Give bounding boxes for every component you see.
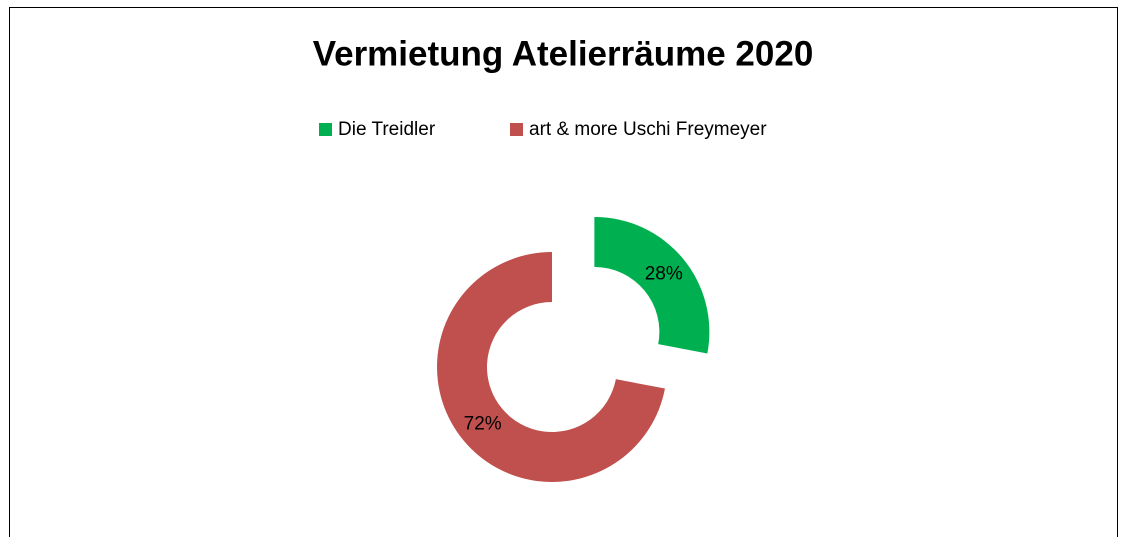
donut-segment	[594, 216, 710, 354]
legend-label: Die Treidler	[338, 119, 436, 140]
chart-title: Vermietung Atelierräume 2020	[313, 34, 814, 73]
chart-frame	[9, 7, 1118, 537]
legend-swatch	[319, 123, 332, 136]
legend-swatch	[510, 123, 523, 136]
donut-segment	[436, 252, 665, 482]
legend-label: art & more Uschi Freymeyer	[529, 119, 767, 140]
data-label: 72%	[464, 413, 502, 434]
data-label: 28%	[645, 264, 683, 285]
